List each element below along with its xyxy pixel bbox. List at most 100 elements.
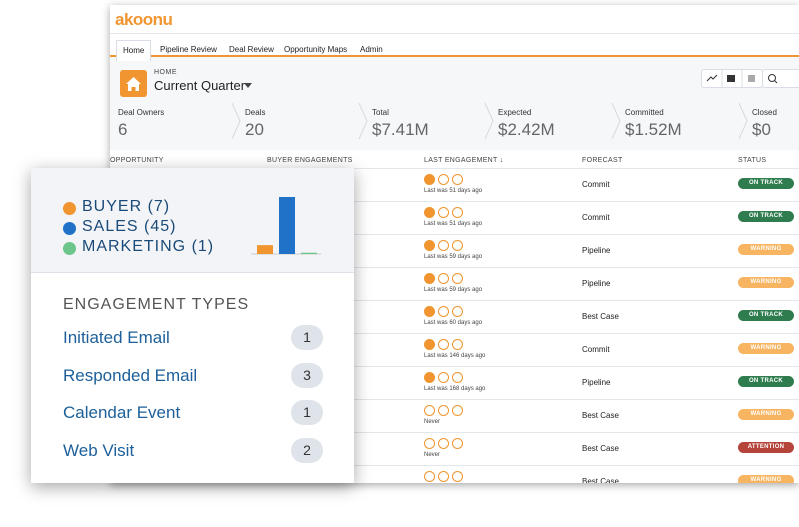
status-badge: WARNING xyxy=(738,244,794,255)
search-box[interactable] xyxy=(762,69,799,88)
metric-label: Committed xyxy=(625,108,664,117)
last-engagement: Last was 59 days ago xyxy=(424,254,483,260)
engagement-dot xyxy=(452,372,463,383)
tab[interactable]: Admin xyxy=(360,45,383,54)
search-icon xyxy=(768,74,778,84)
metric-label: Closed xyxy=(752,108,777,117)
column-header[interactable]: BUYER ENGAGEMENTS xyxy=(267,157,353,164)
table-row[interactable]: Last was 59 days ago Pipeline WARNING xyxy=(110,234,799,268)
view-icons xyxy=(706,70,755,87)
engagement-type[interactable]: Calendar Event xyxy=(63,403,181,422)
status-badge: ON TRACK xyxy=(738,178,794,189)
table-row[interactable]: Last was 51 days ago Commit ON TRACK xyxy=(110,168,799,202)
engagement-dot xyxy=(452,438,463,449)
tab[interactable]: Pipeline Review xyxy=(160,45,217,54)
engagement-dot xyxy=(438,273,449,284)
last-engagement: Never xyxy=(424,419,441,425)
status-badge: ON TRACK xyxy=(738,211,794,222)
metric-value: $1.52M xyxy=(625,120,682,139)
engagement-dot xyxy=(452,339,463,350)
forecast: Commit xyxy=(582,345,610,354)
engagement-dot xyxy=(438,372,449,383)
engagement-dot xyxy=(424,372,435,383)
metric-value: 6 xyxy=(118,120,128,139)
tab[interactable]: Home xyxy=(116,40,152,61)
metric-label: Total xyxy=(372,108,389,117)
legend-label: MARKETING (1) xyxy=(82,238,215,255)
table-row[interactable]: Last was 146 days ago Commit WARNING xyxy=(110,333,799,367)
engagement-dot xyxy=(452,174,463,185)
metric-value: $7.41M xyxy=(372,120,429,139)
metric-separator xyxy=(231,103,241,139)
last-engagement: Last was 146 days ago xyxy=(424,353,486,359)
header-area xyxy=(110,57,799,150)
engagement-dot xyxy=(424,339,435,350)
table-row[interactable]: Last was 51 days ago Commit ON TRACK xyxy=(110,201,799,235)
last-engagement: Last was 59 days ago xyxy=(424,287,483,293)
legend-label: SALES (45) xyxy=(82,218,177,235)
engagement-dot xyxy=(438,306,449,317)
forecast: Best Case xyxy=(582,477,619,483)
engagement-dot xyxy=(452,207,463,218)
legend-dot xyxy=(63,202,76,215)
engagement-card: ENGAGEMENT TYPES BUYER (7) SALES (45) MARK… xyxy=(31,168,354,483)
logo: akoonu xyxy=(115,10,173,29)
column-header[interactable]: STATUS xyxy=(738,157,767,164)
engagement-dot xyxy=(424,207,435,218)
engagement-type[interactable]: Responded Email xyxy=(63,366,198,385)
bar xyxy=(257,245,273,254)
engagement-type[interactable]: Initiated Email xyxy=(63,328,170,347)
last-engagement: Last was 51 days ago xyxy=(424,188,483,194)
tab[interactable]: Opportunity Maps xyxy=(284,45,348,54)
column-header[interactable]: LAST ENGAGEMENT ↓ xyxy=(424,157,504,164)
metric-separator xyxy=(738,103,748,139)
forecast: Pipeline xyxy=(582,378,611,387)
engagement-dot xyxy=(438,339,449,350)
status-badge: WARNING xyxy=(738,475,794,483)
metric-separator xyxy=(611,103,621,139)
status-badge: WARNING xyxy=(738,409,794,420)
table-row[interactable]: Last was 60 days ago Best Case ON TRACK xyxy=(110,300,799,334)
status-badge: WARNING xyxy=(738,343,794,354)
legend-label: BUYER (7) xyxy=(82,198,171,215)
engagement-dot xyxy=(438,240,449,251)
tab[interactable]: Deal Review xyxy=(229,45,274,54)
page-title: Current Quarter xyxy=(154,78,246,93)
engagement-dot xyxy=(424,471,435,482)
count-badge: 1 xyxy=(291,400,323,425)
engagement-dot xyxy=(424,306,435,317)
table-row[interactable]: Last was 168 days ago Pipeline ON TRACK xyxy=(110,366,799,400)
forecast: Best Case xyxy=(582,312,619,321)
forecast: Commit xyxy=(582,213,610,222)
metric-value: 20 xyxy=(245,120,264,139)
bar xyxy=(279,197,295,254)
engagement-dot xyxy=(424,174,435,185)
metric-value: $0 xyxy=(752,120,771,139)
table-row[interactable]: Best Case WARNING xyxy=(110,465,799,483)
engagement-dot xyxy=(438,471,449,482)
table-row[interactable]: Last was 59 days ago Pipeline WARNING xyxy=(110,267,799,301)
engagement-dot xyxy=(438,438,449,449)
metric-label: Deals xyxy=(245,108,266,117)
section-title: ENGAGEMENT TYPES xyxy=(63,296,250,313)
engagement-type[interactable]: Web Visit xyxy=(63,441,135,460)
legend-dot xyxy=(63,242,76,255)
forecast: Best Case xyxy=(582,444,619,453)
view-toggle[interactable] xyxy=(701,69,763,88)
table-row[interactable]: Never Best Case WARNING xyxy=(110,399,799,433)
divider xyxy=(110,33,799,34)
dropdown-caret[interactable] xyxy=(244,83,252,89)
metric-label: Expected xyxy=(498,108,532,117)
engagement-dot xyxy=(424,273,435,284)
breadcrumb: HOME xyxy=(154,69,177,76)
table-row[interactable]: Never Best Case ATTENTION xyxy=(110,432,799,466)
card-summary xyxy=(31,168,354,273)
status-badge: WARNING xyxy=(738,277,794,288)
count-badge: 2 xyxy=(291,438,323,463)
tab-underline xyxy=(110,55,799,57)
last-engagement: Last was 60 days ago xyxy=(424,320,483,326)
home-glyph xyxy=(126,77,141,91)
column-header[interactable]: OPPORTUNITY xyxy=(110,157,164,164)
column-header[interactable]: FORECAST xyxy=(582,157,623,164)
